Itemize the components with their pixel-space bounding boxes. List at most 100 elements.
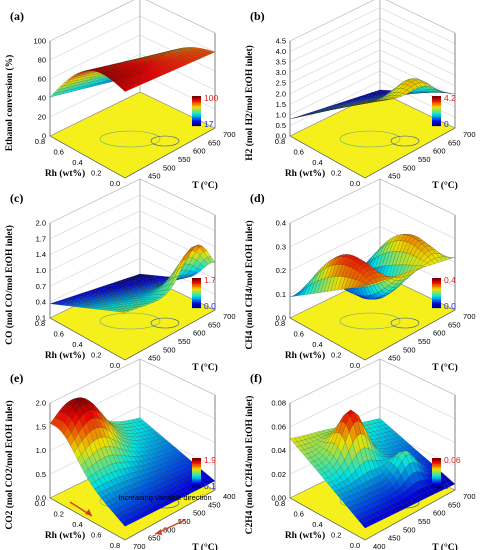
colorbar: [432, 96, 441, 127]
colorbar-segment: [432, 296, 441, 298]
t-tick-label: 500: [403, 163, 416, 172]
rh-tick-label: 0.4: [72, 520, 82, 529]
axis-rh: [49, 135, 126, 179]
colorbar-segment: [192, 473, 201, 475]
colorbar-segment: [432, 120, 441, 122]
colorbar-segment: [432, 302, 441, 304]
colorbar-segment: [192, 279, 201, 282]
panel-a: 0204060801000.80.60.40.20.04004505005506…: [4, 0, 236, 191]
z-tick-label: 1.7: [36, 234, 46, 243]
wall-grid-line: [49, 34, 141, 80]
wall-grid-line: [289, 0, 375, 42]
colorbar-segment: [432, 106, 441, 109]
wall-grid-line: [385, 0, 456, 34]
colorbar-segment: [192, 123, 201, 125]
z-axis-label: CO (mol CO/mol EtOH inlet): [4, 225, 15, 345]
wall-grid-line: [49, 194, 141, 240]
wall-grid-line: [289, 60, 381, 105]
axis-t: [364, 309, 456, 361]
colorbar-segment: [432, 305, 441, 307]
colorbar-segment: [192, 458, 201, 460]
surface-patch: [361, 283, 370, 287]
colorbar: [432, 458, 441, 489]
floor-contour: [99, 130, 161, 148]
colorbar-segment: [192, 278, 201, 280]
t-tick-label: 450: [148, 172, 161, 181]
t-axis-label: T (°C): [432, 180, 458, 191]
colorbar-segment: [192, 97, 201, 100]
rh-tick-label: 0.8: [110, 541, 120, 550]
z-tick-label: 1.5: [36, 422, 46, 431]
wall-grid-line: [379, 178, 456, 216]
colorbar-segment: [432, 458, 441, 460]
rh-axis-label: Rh (wt%): [45, 168, 85, 179]
wall-grid-line: [379, 60, 456, 97]
colorbar-segment: [432, 114, 441, 116]
rh-tick-label: 0.0: [350, 179, 360, 188]
panel-label: (a): [10, 9, 24, 23]
rh-axis-label: Rh (wt%): [285, 530, 325, 541]
t-tick-label: 600: [193, 329, 206, 338]
rh-tick-label: 0.0: [35, 499, 45, 508]
z-tick-label: 0.0: [276, 132, 286, 141]
z-tick-label: 4.5: [276, 37, 286, 46]
t-tick-label: 650: [208, 320, 221, 329]
wall-grid-line: [289, 7, 381, 52]
annotation-arrowhead: [155, 529, 162, 535]
t-tick-label: 500: [403, 345, 416, 354]
colorbar-segment: [192, 300, 201, 303]
t-tick-label: 600: [193, 147, 206, 156]
colorbar-segment: [432, 464, 441, 466]
t-tick-label: 700: [223, 130, 236, 139]
axis-t: [364, 489, 456, 541]
axis-rh: [49, 317, 126, 361]
surface: [289, 409, 456, 529]
z-tick-label: 0.4: [276, 219, 286, 228]
colorbar-segment: [192, 459, 201, 462]
t-tick-label: 650: [208, 138, 221, 147]
colorbar-segment: [432, 299, 441, 301]
wall-grid-line: [289, 382, 381, 427]
colorbar-segment: [192, 464, 201, 466]
z-tick-label: 0.0: [276, 314, 286, 323]
colorbar-segment: [192, 117, 201, 119]
t-axis-label: T (°C): [432, 542, 458, 550]
colorbar-segment: [192, 297, 201, 300]
t-tick-label: 550: [178, 337, 191, 346]
colorbar-segment: [432, 285, 441, 288]
colorbar-segment: [432, 121, 441, 124]
t-tick-label: 550: [418, 155, 431, 164]
colorbar-segment: [432, 303, 441, 306]
wall-grid-line: [49, 257, 141, 303]
rh-tick-label: 0.0: [350, 361, 360, 370]
z-tick-label: 0.08: [271, 399, 286, 408]
colorbar-min-label: 17: [204, 119, 214, 129]
rh-tick-label: 0.6: [294, 330, 304, 339]
t-tick-label: 400: [223, 492, 236, 501]
colorbar-segment: [432, 103, 441, 106]
t-tick-label: 550: [418, 517, 431, 526]
rh-tick-label: 0.2: [91, 351, 101, 360]
colorbar-segment: [432, 479, 441, 481]
z-axis-label: Ethanol conversion (%): [4, 55, 15, 152]
z-axis-label: CO2 (mol CO2/mol EtOH inlet): [4, 400, 15, 529]
z-tick-label: 0.3: [276, 242, 286, 251]
colorbar-segment: [192, 479, 201, 481]
colorbar-segment: [192, 124, 201, 127]
wall-grid-line: [289, 17, 381, 63]
colorbar-segment: [192, 471, 201, 474]
colorbar-max-label: 0.06: [444, 455, 461, 465]
colorbar-segment: [192, 291, 201, 294]
colorbar-segment: [432, 118, 441, 121]
colorbar-max-label: 0.4: [444, 275, 456, 285]
z-tick-label: 1.4: [36, 250, 46, 259]
panel-f: 0.000.020.040.060.080.80.60.40.20.0 40045…: [244, 358, 476, 550]
colorbar-segment: [432, 281, 441, 283]
wall-grid-line: [289, 38, 381, 84]
t-axis-label: T (°C): [192, 180, 218, 191]
t-tick-label: 450: [208, 500, 221, 509]
t-axis-label: T (°C): [192, 362, 218, 373]
wall-grid-line: [379, 202, 456, 239]
z-tick-label: 0.06: [271, 422, 286, 431]
colorbar-segment: [192, 462, 201, 465]
